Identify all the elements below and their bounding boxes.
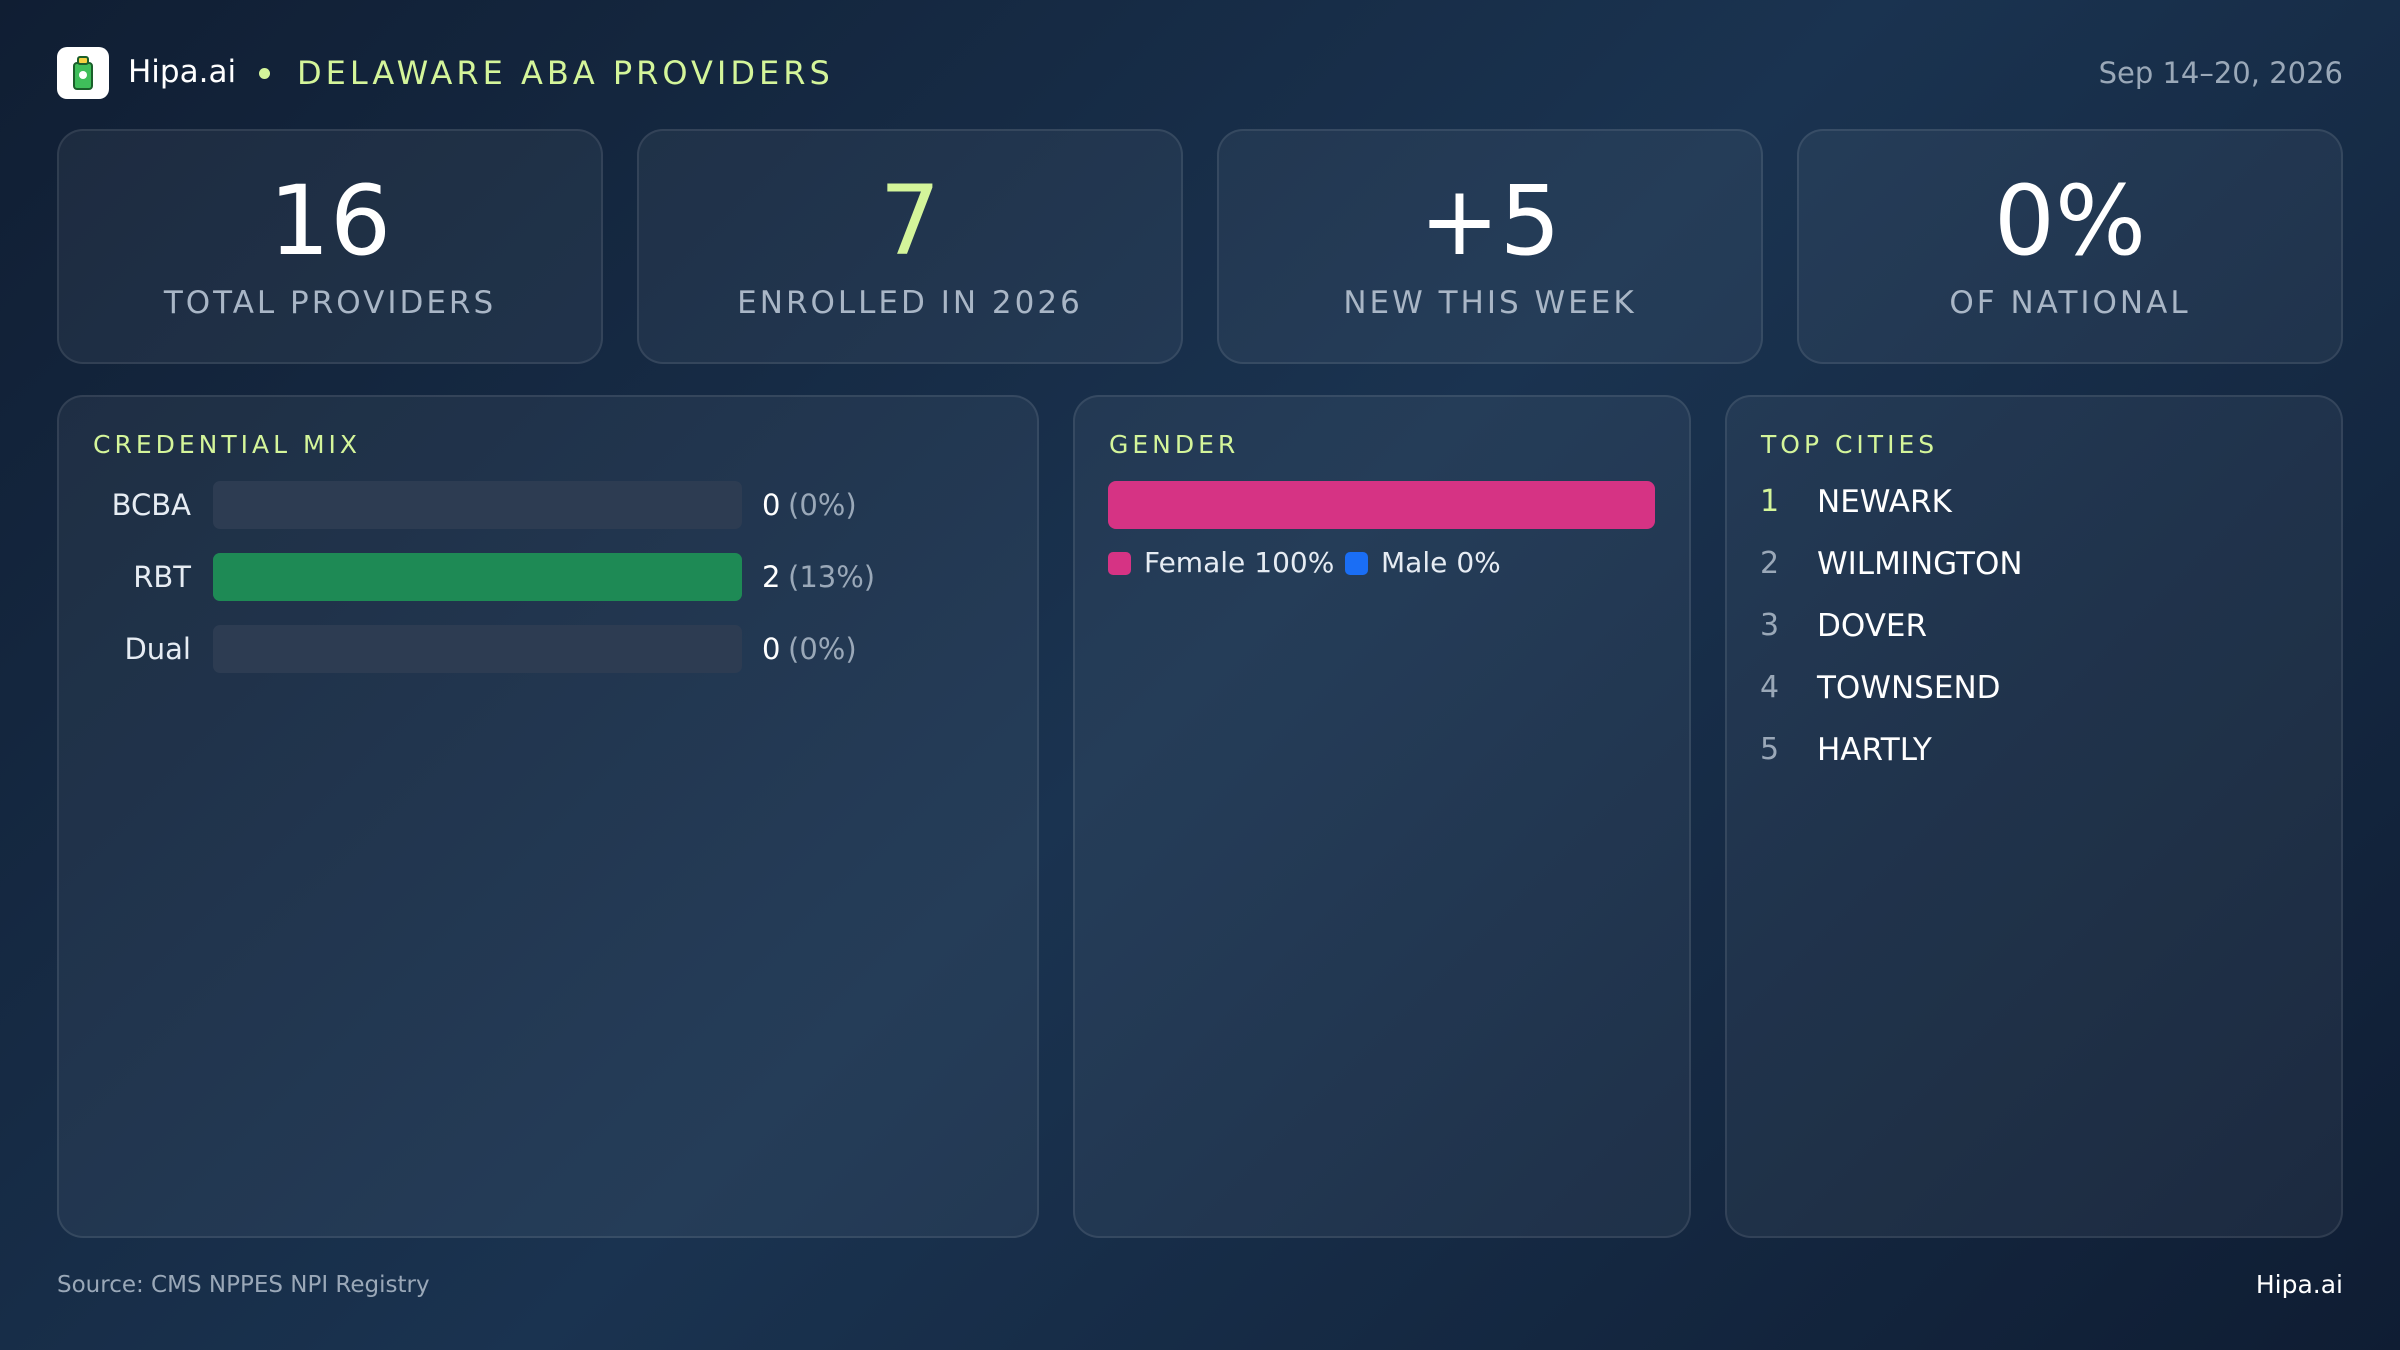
city-name: HARTLY xyxy=(1817,732,1932,768)
kpi-card xyxy=(1217,129,1763,364)
row-count: 2 xyxy=(762,560,781,594)
kpi-card xyxy=(57,129,603,364)
city-rank: 3 xyxy=(1760,608,1780,643)
gender-bar xyxy=(1108,481,1655,529)
legend-swatch xyxy=(1108,552,1131,575)
panel-title: CREDENTIAL MIX xyxy=(93,430,362,459)
date-range: Sep 14–20, 2026 xyxy=(2098,56,2343,90)
kpi-label: NEW THIS WEEK xyxy=(1343,285,1637,321)
separator-dot xyxy=(259,68,270,79)
legend-name: Female xyxy=(1144,546,1246,579)
legend-text: Male 0% xyxy=(1381,546,1501,579)
kpi-value: +5 xyxy=(1419,165,1561,277)
kpi-label: TOTAL PROVIDERS xyxy=(163,285,497,321)
panel-title: TOP CITIES xyxy=(1761,430,1939,459)
city-rank: 5 xyxy=(1760,732,1780,767)
panel-title: GENDER xyxy=(1109,430,1240,459)
kpi-value: 0% xyxy=(1993,165,2147,277)
city-name: TOWNSEND xyxy=(1817,670,2001,706)
bar xyxy=(213,553,742,601)
brand: Hipa.ai xyxy=(128,54,237,90)
row-label: BCBA xyxy=(111,488,191,522)
legend-name: Male xyxy=(1381,546,1448,579)
logo-icon xyxy=(73,56,93,90)
row-share: (13%) xyxy=(788,560,876,594)
row-count: 0 xyxy=(762,632,781,666)
city-name: DOVER xyxy=(1817,608,1928,644)
city-rank: 4 xyxy=(1760,670,1780,705)
page-title: DELAWARE ABA PROVIDERS xyxy=(297,54,834,92)
credential-panel xyxy=(57,395,1039,1238)
bar-track xyxy=(213,625,742,673)
kpi-value: 7 xyxy=(879,165,941,277)
legend-value: 0% xyxy=(1456,546,1501,579)
source: Source: CMS NPPES NPI Registry xyxy=(57,1272,430,1298)
kpi-card xyxy=(637,129,1183,364)
legend-text: Female 100% xyxy=(1144,546,1334,579)
city-rank: 2 xyxy=(1760,546,1780,581)
kpi-label: OF NATIONAL xyxy=(1949,285,2191,321)
footer-brand: Hipa.ai xyxy=(2255,1270,2343,1299)
kpi-card xyxy=(1797,129,2343,364)
row-label: RBT xyxy=(133,560,191,594)
city-rank: 1 xyxy=(1760,484,1780,519)
row-share: (0%) xyxy=(788,632,857,666)
city-name: NEWARK xyxy=(1817,484,1952,520)
logo xyxy=(57,47,109,99)
row-label: Dual xyxy=(124,632,191,666)
row-count: 0 xyxy=(762,488,781,522)
cities-panel xyxy=(1725,395,2343,1238)
gender-panel xyxy=(1073,395,1691,1238)
bar-track xyxy=(213,481,742,529)
city-name: WILMINGTON xyxy=(1817,546,2023,582)
kpi-label: ENROLLED IN 2026 xyxy=(737,285,1083,321)
legend-value: 100% xyxy=(1254,546,1335,579)
legend-swatch xyxy=(1345,552,1368,575)
row-share: (0%) xyxy=(788,488,857,522)
kpi-value: 16 xyxy=(268,165,392,277)
